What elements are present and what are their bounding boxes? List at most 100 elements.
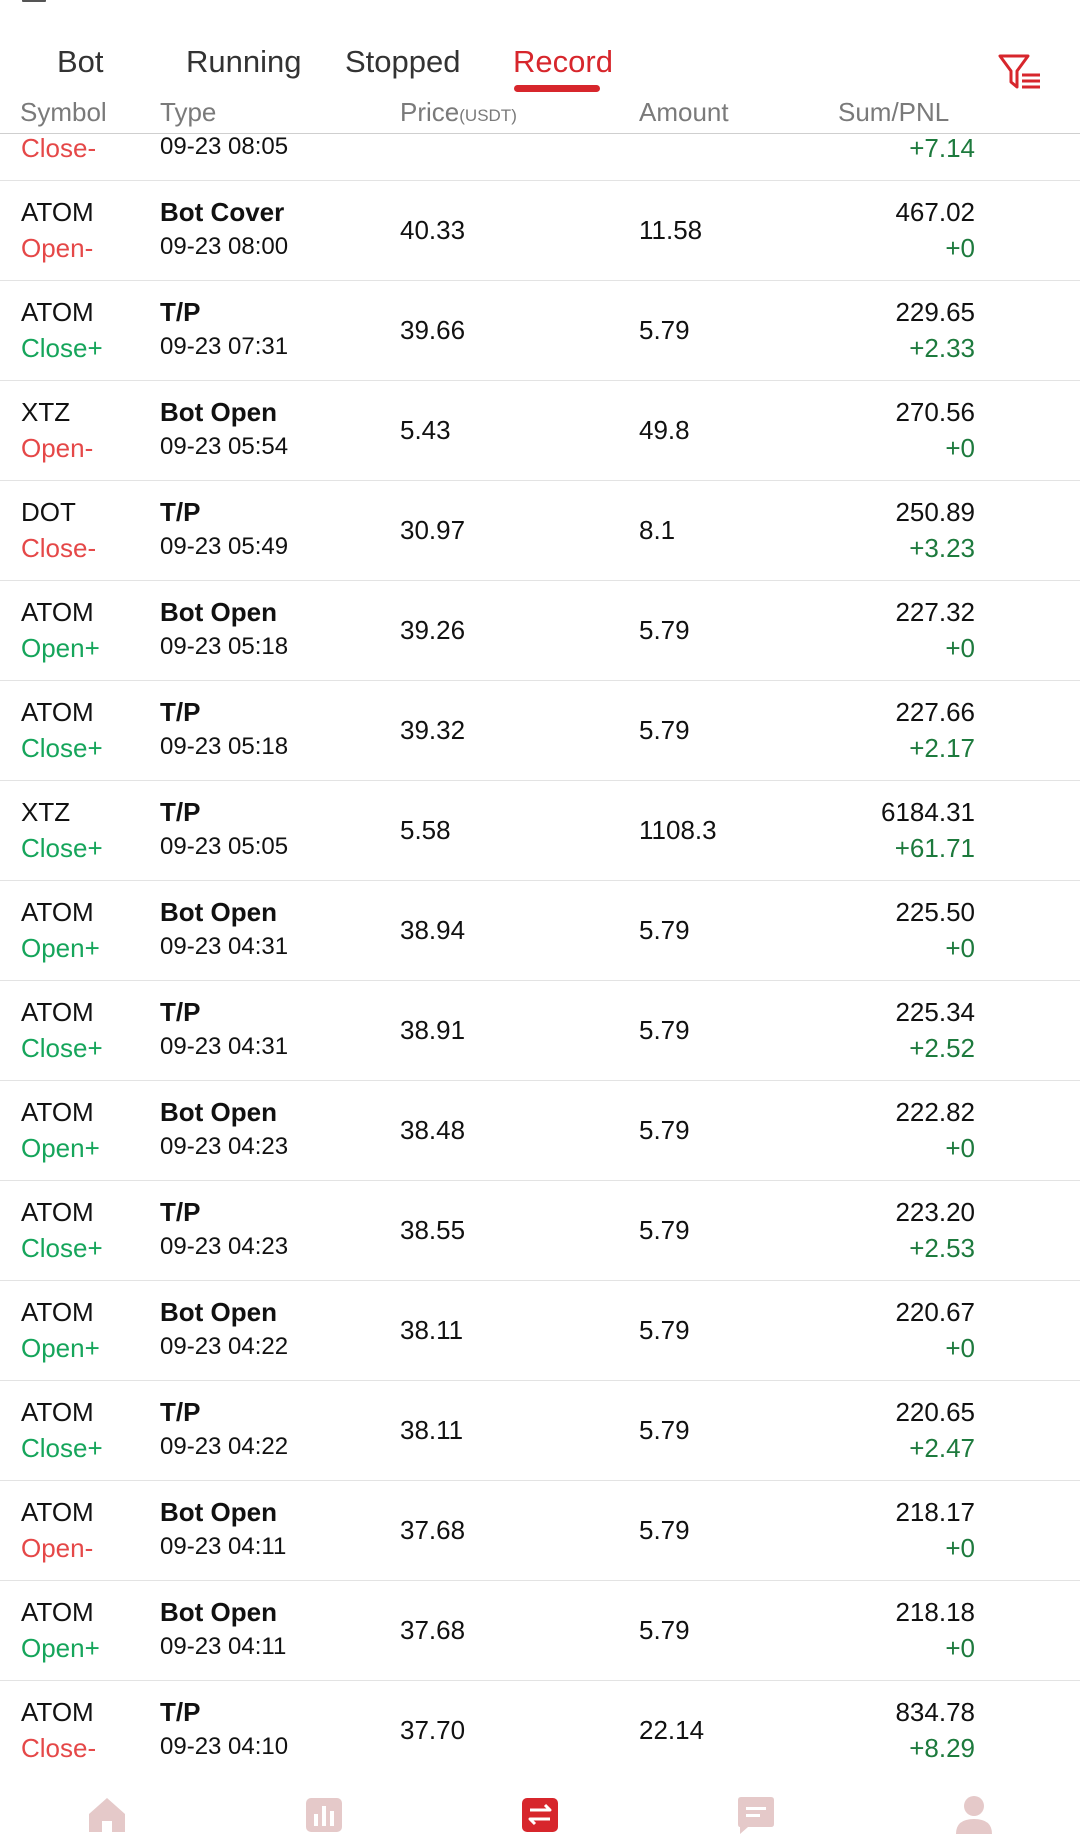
table-row[interactable]: DOT Close- T/P 09-23 05:49 30.97 8.1 250.89 +3.… [0, 480, 1080, 581]
row-time: 09-23 04:22 [160, 1333, 289, 1360]
row-pnl: +0 [945, 1333, 975, 1363]
row-price: 5.43 [400, 415, 451, 445]
row-type: T/P [160, 497, 201, 527]
row-sum: 467.02 [895, 197, 975, 227]
row-type: T/P [160, 997, 201, 1027]
row-amount: 22.14 [639, 1715, 705, 1745]
row-pnl: +7.14 [909, 133, 975, 163]
row-time: 09-23 05:54 [160, 433, 289, 460]
row-amount: 5.79 [639, 915, 690, 945]
message-icon [738, 1797, 774, 1834]
row-time: 09-23 04:11 [160, 1633, 287, 1660]
row-type: T/P [160, 1397, 201, 1427]
row-pnl: +0 [945, 1633, 975, 1663]
row-symbol: ATOM [21, 1597, 94, 1627]
header-price: Price(USDT) [400, 97, 517, 128]
tab-stopped[interactable]: Stopped [345, 44, 461, 79]
row-sum: 229.65 [895, 297, 975, 327]
table-row[interactable]: ATOM Open+ Bot Open 09-23 04:22 38.11 5.79 220… [0, 1280, 1080, 1381]
row-sum: 6184.31 [881, 797, 975, 827]
row-sum: 218.17 [895, 1497, 975, 1527]
table-row[interactable]: ATOM Open+ Bot Open 09-23 04:23 38.48 5.79 222… [0, 1080, 1080, 1181]
row-side: Close+ [21, 833, 103, 863]
row-price: 38.91 [400, 1015, 466, 1045]
row-time: 09-23 04:31 [160, 1033, 289, 1060]
row-price: 5.58 [400, 815, 451, 845]
row-amount: 5.79 [639, 1115, 690, 1145]
top-bar: Bot Running Stopped Record [0, 0, 1080, 95]
nav-messages[interactable] [734, 1792, 778, 1836]
profile-icon [956, 1796, 992, 1834]
row-price: 39.32 [400, 715, 466, 745]
row-pnl: +0 [945, 433, 975, 463]
header-price-unit: (USDT) [459, 106, 517, 125]
row-amount: 8.1 [639, 515, 676, 545]
table-row[interactable]: ATOM Open- Bot Cover 09-23 08:00 40.33 11.58 4… [0, 180, 1080, 281]
status-bar-fragment [22, 0, 46, 2]
row-sum: 218.18 [895, 1597, 975, 1627]
row-time: 09-23 05:05 [160, 833, 289, 860]
row-amount: 5.79 [639, 1415, 690, 1445]
row-pnl: +0 [945, 633, 975, 663]
row-type: T/P [160, 797, 201, 827]
row-price: 30.97 [400, 515, 466, 545]
row-price: 37.68 [400, 1515, 466, 1545]
row-type: T/P [160, 697, 201, 727]
row-type: Bot Open [160, 597, 277, 627]
row-symbol: ATOM [21, 597, 94, 627]
table-row[interactable]: XTZ Open- Bot Open 09-23 05:54 5.43 49.8 270.5… [0, 380, 1080, 481]
row-side: Open- [21, 1533, 94, 1563]
row-sum: 223.20 [895, 1197, 975, 1227]
row-type: T/P [160, 297, 201, 327]
row-type: Bot Open [160, 1297, 277, 1327]
tab-bot[interactable]: Bot [57, 44, 104, 79]
row-side: Open+ [21, 1133, 100, 1163]
table-row[interactable]: ATOM Close+ T/P 09-23 04:23 38.55 5.79 223.20 +… [0, 1180, 1080, 1281]
table-row-partial[interactable]: Close- 09-23 08:05 +7.14 [0, 133, 1080, 181]
row-side: Close+ [21, 1433, 103, 1463]
row-sum: 222.82 [895, 1097, 975, 1127]
row-amount: 1108.3 [639, 815, 717, 845]
record-list[interactable]: Close- 09-23 08:05 +7.14 ATOM Open- Bot Co… [0, 133, 1080, 1780]
row-side: Close+ [21, 733, 103, 763]
row-time: 09-23 05:18 [160, 733, 289, 760]
row-amount: 5.79 [639, 1215, 690, 1245]
bottom-nav [0, 1780, 1080, 1848]
nav-trade[interactable] [518, 1792, 562, 1836]
table-row[interactable]: ATOM Close+ T/P 09-23 04:31 38.91 5.79 225.34 +… [0, 980, 1080, 1081]
table-row[interactable]: ATOM Open+ Bot Open 09-23 04:11 37.68 5.79 218… [0, 1580, 1080, 1681]
home-icon [89, 1798, 125, 1832]
row-sum: 220.67 [895, 1297, 975, 1327]
active-tab-indicator [514, 85, 600, 92]
table-row[interactable]: ATOM Close+ T/P 09-23 05:18 39.32 5.79 227.66 +… [0, 680, 1080, 781]
row-pnl: +2.53 [909, 1233, 975, 1263]
tab-record[interactable]: Record [513, 44, 613, 79]
row-pnl: +2.17 [909, 733, 975, 763]
row-side: Close- [21, 1733, 97, 1763]
row-price: 37.70 [400, 1715, 466, 1745]
table-row[interactable]: ATOM Close+ T/P 09-23 07:31 39.66 5.79 229.65 +… [0, 280, 1080, 381]
row-side: Open+ [21, 633, 100, 663]
row-price: 40.33 [400, 215, 466, 245]
tab-running[interactable]: Running [186, 44, 302, 79]
table-row[interactable]: ATOM Close+ T/P 09-23 04:22 38.11 5.79 220.65 +… [0, 1380, 1080, 1481]
nav-profile[interactable] [952, 1792, 996, 1836]
nav-home[interactable] [85, 1792, 129, 1836]
table-row[interactable]: ATOM Open- Bot Open 09-23 04:11 37.68 5.79 218… [0, 1480, 1080, 1581]
row-type: Bot Cover [160, 197, 285, 227]
row-side: Open+ [21, 1333, 100, 1363]
table-row[interactable]: ATOM Open+ Bot Open 09-23 04:31 38.94 5.79 225… [0, 880, 1080, 981]
row-pnl: +8.29 [909, 1733, 975, 1763]
filter-button[interactable] [996, 51, 1044, 95]
row-side: Close- [21, 533, 97, 563]
row-time: 09-23 07:31 [160, 333, 289, 360]
row-sum: 225.50 [895, 897, 975, 927]
table-row[interactable]: ATOM Close- T/P 09-23 04:10 37.70 22.14 834.78… [0, 1680, 1080, 1780]
table-row[interactable]: XTZ Close+ T/P 09-23 05:05 5.58 1108.3 6184.31… [0, 780, 1080, 881]
row-amount: 5.79 [639, 1615, 690, 1645]
table-row[interactable]: ATOM Open+ Bot Open 09-23 05:18 39.26 5.79 227… [0, 580, 1080, 681]
row-time: 09-23 04:23 [160, 1133, 289, 1160]
row-amount: 5.79 [639, 1515, 690, 1545]
row-type: T/P [160, 1697, 201, 1727]
nav-market[interactable] [302, 1792, 346, 1836]
